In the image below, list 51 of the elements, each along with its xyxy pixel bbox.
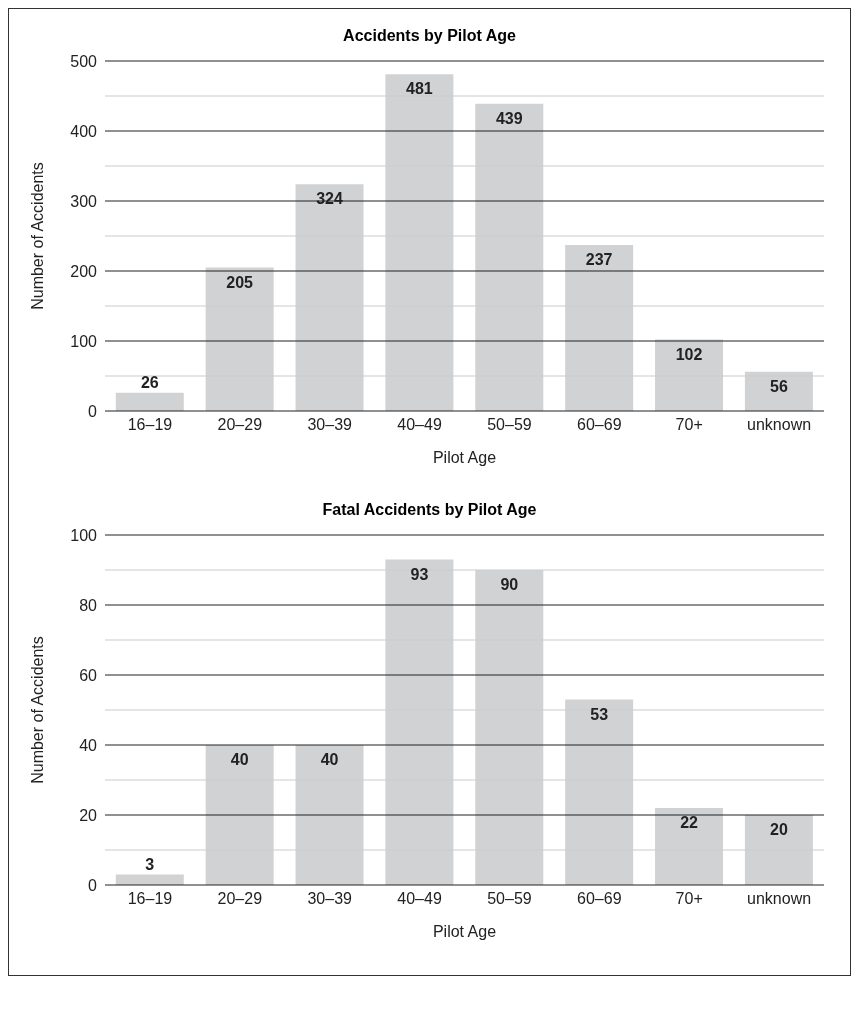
x-tick-label: 20–29 bbox=[217, 416, 263, 434]
data-label: 481 bbox=[406, 80, 433, 98]
y-tick-label: 300 bbox=[70, 192, 98, 210]
x-axis-title: Pilot Age bbox=[432, 923, 497, 940]
data-label: 20 bbox=[770, 821, 788, 838]
x-tick-label: 20–29 bbox=[217, 890, 263, 908]
y-tick-label: 400 bbox=[70, 122, 98, 140]
y-axis-title: Number of Accidents bbox=[28, 162, 46, 310]
y-tick-label: 60 bbox=[79, 666, 98, 684]
y-tick-label: 200 bbox=[70, 262, 98, 280]
x-axis-title: Pilot Age bbox=[432, 449, 497, 466]
y-tick-label: 40 bbox=[79, 736, 98, 754]
data-label: 237 bbox=[585, 251, 613, 269]
data-label: 439 bbox=[495, 109, 523, 127]
x-tick-label: 16–19 bbox=[127, 416, 173, 434]
chart-title: Fatal Accidents by Pilot Age bbox=[321, 501, 538, 519]
y-tick-label: 0 bbox=[88, 402, 98, 420]
data-label: 56 bbox=[770, 377, 788, 395]
x-tick-label: 16–19 bbox=[127, 890, 173, 908]
x-tick-label: 50–59 bbox=[487, 890, 532, 908]
y-tick-label: 100 bbox=[70, 332, 98, 350]
y-tick-label: 500 bbox=[70, 52, 98, 70]
data-label: 22 bbox=[680, 814, 699, 831]
data-label: 90 bbox=[500, 576, 519, 593]
data-label: 53 bbox=[590, 705, 609, 723]
x-tick-label: 70+ bbox=[675, 416, 703, 434]
y-axis-title: Number of Accidents bbox=[28, 636, 46, 784]
y-tick-label: 100 bbox=[70, 526, 98, 544]
y-tick-label: 80 bbox=[79, 596, 98, 614]
data-label: 40 bbox=[230, 751, 249, 768]
data-label: 3 bbox=[145, 855, 155, 873]
chart-title: Accidents by Pilot Age bbox=[342, 27, 517, 45]
bar bbox=[115, 392, 184, 411]
x-tick-label: 30–39 bbox=[307, 416, 353, 434]
data-label: 26 bbox=[140, 373, 159, 391]
data-label: 324 bbox=[316, 190, 343, 208]
data-label: 40 bbox=[320, 751, 339, 768]
x-tick-label: unknown bbox=[747, 416, 812, 434]
x-tick-label: 40–49 bbox=[397, 416, 442, 434]
x-tick-label: 60–69 bbox=[577, 890, 622, 908]
x-tick-label: 70+ bbox=[675, 890, 703, 908]
x-tick-label: 30–39 bbox=[307, 890, 353, 908]
x-tick-label: 40–49 bbox=[397, 890, 442, 908]
x-tick-label: 60–69 bbox=[577, 416, 622, 434]
y-tick-label: 0 bbox=[88, 876, 98, 894]
x-tick-label: 50–59 bbox=[487, 416, 532, 434]
data-label: 93 bbox=[410, 565, 429, 583]
x-tick-label: unknown bbox=[747, 890, 812, 908]
data-label: 102 bbox=[675, 345, 703, 363]
data-label: 205 bbox=[226, 273, 254, 291]
y-tick-label: 20 bbox=[79, 806, 98, 824]
